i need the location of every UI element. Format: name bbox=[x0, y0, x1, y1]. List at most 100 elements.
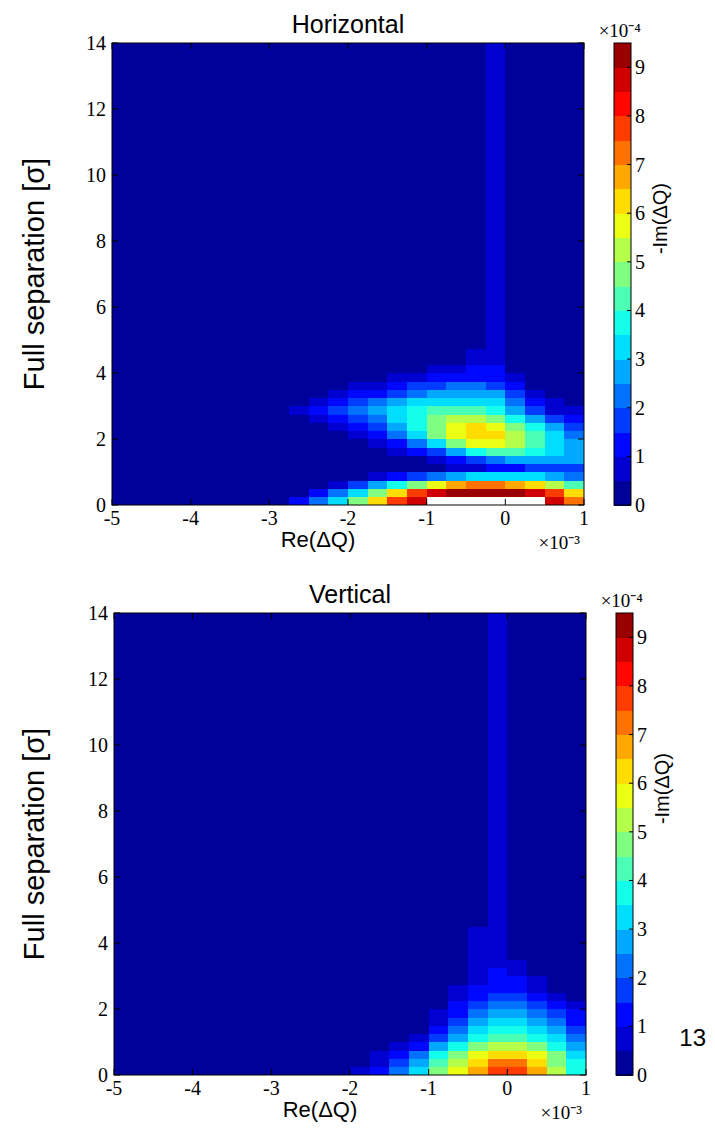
x-tick bbox=[586, 1069, 587, 1075]
heat-cell bbox=[289, 489, 309, 498]
heat-cell bbox=[330, 1067, 350, 1075]
colorbar-tick bbox=[627, 407, 631, 408]
colorbar-multiplier: ×10⁻⁴ bbox=[601, 590, 644, 611]
y-tick-label: 10 bbox=[88, 734, 108, 756]
heat-cell bbox=[328, 406, 348, 415]
heat-cell bbox=[525, 381, 545, 390]
colorbar-tick-label: 9 bbox=[637, 626, 647, 648]
heat-cell bbox=[328, 208, 348, 241]
heat-cell bbox=[368, 274, 388, 307]
heat-cell bbox=[507, 968, 527, 977]
heat-cell bbox=[446, 390, 466, 399]
y-tick bbox=[580, 1075, 586, 1076]
heat-cell bbox=[527, 1067, 547, 1075]
heat-cell bbox=[505, 423, 525, 432]
heat-cell bbox=[566, 960, 586, 969]
heat-cell bbox=[486, 456, 506, 465]
heat-cell bbox=[271, 984, 291, 993]
heat-cell bbox=[427, 489, 447, 498]
heat-cell bbox=[409, 1042, 429, 1051]
colorbar-tick bbox=[627, 261, 631, 262]
x-tick-label: -4 bbox=[184, 1077, 201, 1099]
heat-cell bbox=[505, 357, 525, 366]
heat-cell bbox=[545, 208, 565, 241]
heat-cell bbox=[291, 1059, 311, 1068]
x-tick-label: 0 bbox=[500, 507, 510, 529]
heat-cell bbox=[370, 1059, 390, 1068]
heat-cell bbox=[427, 365, 447, 374]
heat-cell bbox=[507, 613, 527, 646]
heat-cell bbox=[409, 1059, 429, 1068]
heat-cell bbox=[547, 613, 567, 646]
heat-cell bbox=[271, 935, 291, 944]
heat-cell bbox=[545, 456, 565, 465]
heat-cell bbox=[350, 976, 370, 985]
heat-cell bbox=[468, 745, 488, 778]
heat-cell bbox=[291, 646, 311, 679]
heat-cell bbox=[387, 497, 407, 505]
heat-cell bbox=[525, 447, 545, 456]
heat-cell bbox=[269, 390, 289, 399]
y-tick-label: 4 bbox=[96, 362, 106, 384]
heat-cell bbox=[289, 456, 309, 465]
heat-cell bbox=[468, 877, 488, 904]
heat-cell bbox=[429, 968, 449, 977]
heat-cell bbox=[547, 927, 567, 936]
heat-cell bbox=[269, 439, 289, 448]
heat-cell bbox=[486, 109, 506, 142]
heat-cell bbox=[348, 472, 368, 481]
heat-cell bbox=[350, 935, 370, 944]
heat-cell bbox=[407, 208, 427, 241]
heat-cell bbox=[525, 390, 545, 399]
colorbar-segment bbox=[614, 165, 631, 190]
plot-frame bbox=[114, 613, 586, 1075]
heat-cell bbox=[389, 1050, 409, 1059]
heat-cell bbox=[387, 334, 407, 349]
heat-cell bbox=[527, 1009, 547, 1018]
heat-cell bbox=[269, 175, 289, 208]
colorbar-frame bbox=[616, 613, 633, 1075]
heat-cell bbox=[545, 241, 565, 274]
heat-cell bbox=[271, 976, 291, 985]
y-tick bbox=[580, 1009, 586, 1010]
heat-cell bbox=[389, 927, 409, 936]
heat-cell bbox=[507, 778, 527, 811]
heat-cell bbox=[409, 778, 429, 811]
heat-cell bbox=[525, 472, 545, 481]
heat-cell bbox=[407, 365, 427, 374]
heat-cell bbox=[527, 918, 547, 927]
heat-cell bbox=[505, 373, 525, 382]
heat-cell bbox=[448, 877, 468, 904]
heat-cell bbox=[269, 456, 289, 465]
heat-cell bbox=[466, 365, 486, 374]
heat-cell bbox=[330, 811, 350, 844]
heat-cell bbox=[311, 811, 331, 844]
heat-cell bbox=[527, 1026, 547, 1035]
heat-cell bbox=[427, 76, 447, 109]
heat-cell bbox=[269, 497, 289, 505]
colorbar-segment bbox=[616, 759, 633, 784]
heat-cell bbox=[505, 489, 525, 498]
heat-cell bbox=[525, 348, 545, 357]
colorbar-segment bbox=[616, 735, 633, 760]
heat-cell bbox=[407, 348, 427, 357]
heat-cell bbox=[387, 390, 407, 399]
heat-cell bbox=[389, 613, 409, 646]
heat-cell bbox=[309, 334, 329, 349]
heat-cell bbox=[328, 142, 348, 175]
heat-cell bbox=[328, 447, 348, 456]
colorbar-segment bbox=[614, 140, 631, 165]
x-tick-label: 0 bbox=[502, 1077, 512, 1099]
heat-cell bbox=[348, 489, 368, 498]
heat-cell bbox=[468, 1067, 488, 1075]
heat-cell bbox=[486, 464, 506, 473]
heat-cell bbox=[429, 993, 449, 1002]
heat-cell bbox=[311, 1009, 331, 1018]
heat-cell bbox=[387, 447, 407, 456]
heat-cell bbox=[370, 1009, 390, 1018]
colorbar-segment bbox=[614, 238, 631, 263]
heat-cell bbox=[488, 935, 508, 944]
heat-cell bbox=[289, 447, 309, 456]
heat-cell bbox=[271, 904, 291, 919]
heat-cell bbox=[545, 43, 565, 76]
